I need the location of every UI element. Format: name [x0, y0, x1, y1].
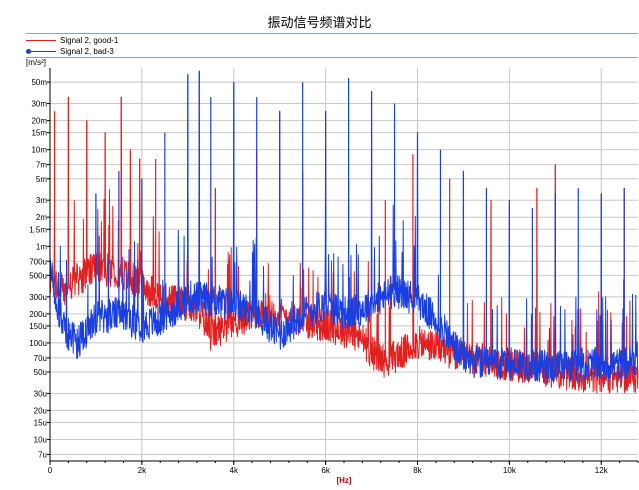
x-tick-label: 2k: [138, 466, 147, 475]
y-tick-label: 100u: [29, 339, 47, 348]
y-tick-label: 70u: [34, 354, 47, 363]
legend-item-good[interactable]: Signal 2, good-1: [26, 34, 118, 46]
y-tick-label: 20u: [34, 406, 47, 415]
x-tick-label: 10k: [503, 466, 517, 475]
x-tick-label: 6k: [321, 466, 330, 475]
y-tick-label: 30m: [31, 100, 47, 109]
series-line-bad: [49, 70, 639, 384]
y-tick-label: 150u: [29, 322, 47, 331]
legend-label-bad: Signal 2, bad-3: [60, 46, 114, 56]
legend-item-bad[interactable]: Signal 2, bad-3: [26, 45, 114, 57]
x-tick-label: 8k: [413, 466, 422, 475]
y-tick-label: 15m: [31, 129, 47, 138]
y-tick-label: 50u: [34, 368, 47, 377]
chart-title: 振动信号频谱对比: [267, 15, 372, 30]
y-tick-label: 700u: [29, 257, 47, 266]
legend-swatch-bad: [26, 48, 56, 54]
y-tick-label: 2m: [36, 213, 47, 222]
y-tick-label: 3m: [36, 196, 47, 205]
y-tick-label: 500u: [29, 271, 47, 280]
y-tick-label: 200u: [29, 310, 47, 319]
x-axis-label: [Hz]: [336, 476, 351, 485]
legend-label-good: Signal 2, good-1: [60, 35, 119, 45]
y-tick-label: 30u: [34, 389, 47, 398]
y-tick-label: 20m: [31, 117, 47, 126]
legend-top-border: [26, 33, 638, 34]
legend-bottom-border: [26, 57, 638, 58]
series-line-good: [49, 96, 639, 394]
y-tick-label: 50m: [31, 78, 47, 87]
tick-labels: 50m 30m 20m 15m 10m 7m 5m 3m 2m 1.5m 1m 700u 500u 300…: [29, 78, 608, 475]
y-tick-label: 10u: [34, 436, 47, 445]
y-tick-label: 300u: [29, 293, 47, 302]
legend-swatch-good: [26, 39, 56, 41]
y-axis-label: [m/s²]: [26, 58, 46, 67]
x-tick-label: 12k: [595, 466, 609, 475]
series-group: [49, 70, 639, 394]
y-tick-label: 5m: [36, 175, 47, 184]
y-tick-label: 7u: [38, 451, 47, 460]
y-tick-label: 7m: [36, 161, 47, 170]
x-tick-label: 4k: [230, 466, 239, 475]
y-tick-label: 10m: [31, 146, 47, 155]
y-tick-label: 1.5m: [29, 225, 47, 234]
axes: [47, 68, 639, 465]
plot-area: [50, 68, 638, 461]
y-tick-label: 15u: [34, 419, 47, 428]
y-tick-label: 1m: [36, 242, 47, 251]
x-tick-label: 0: [48, 466, 53, 475]
